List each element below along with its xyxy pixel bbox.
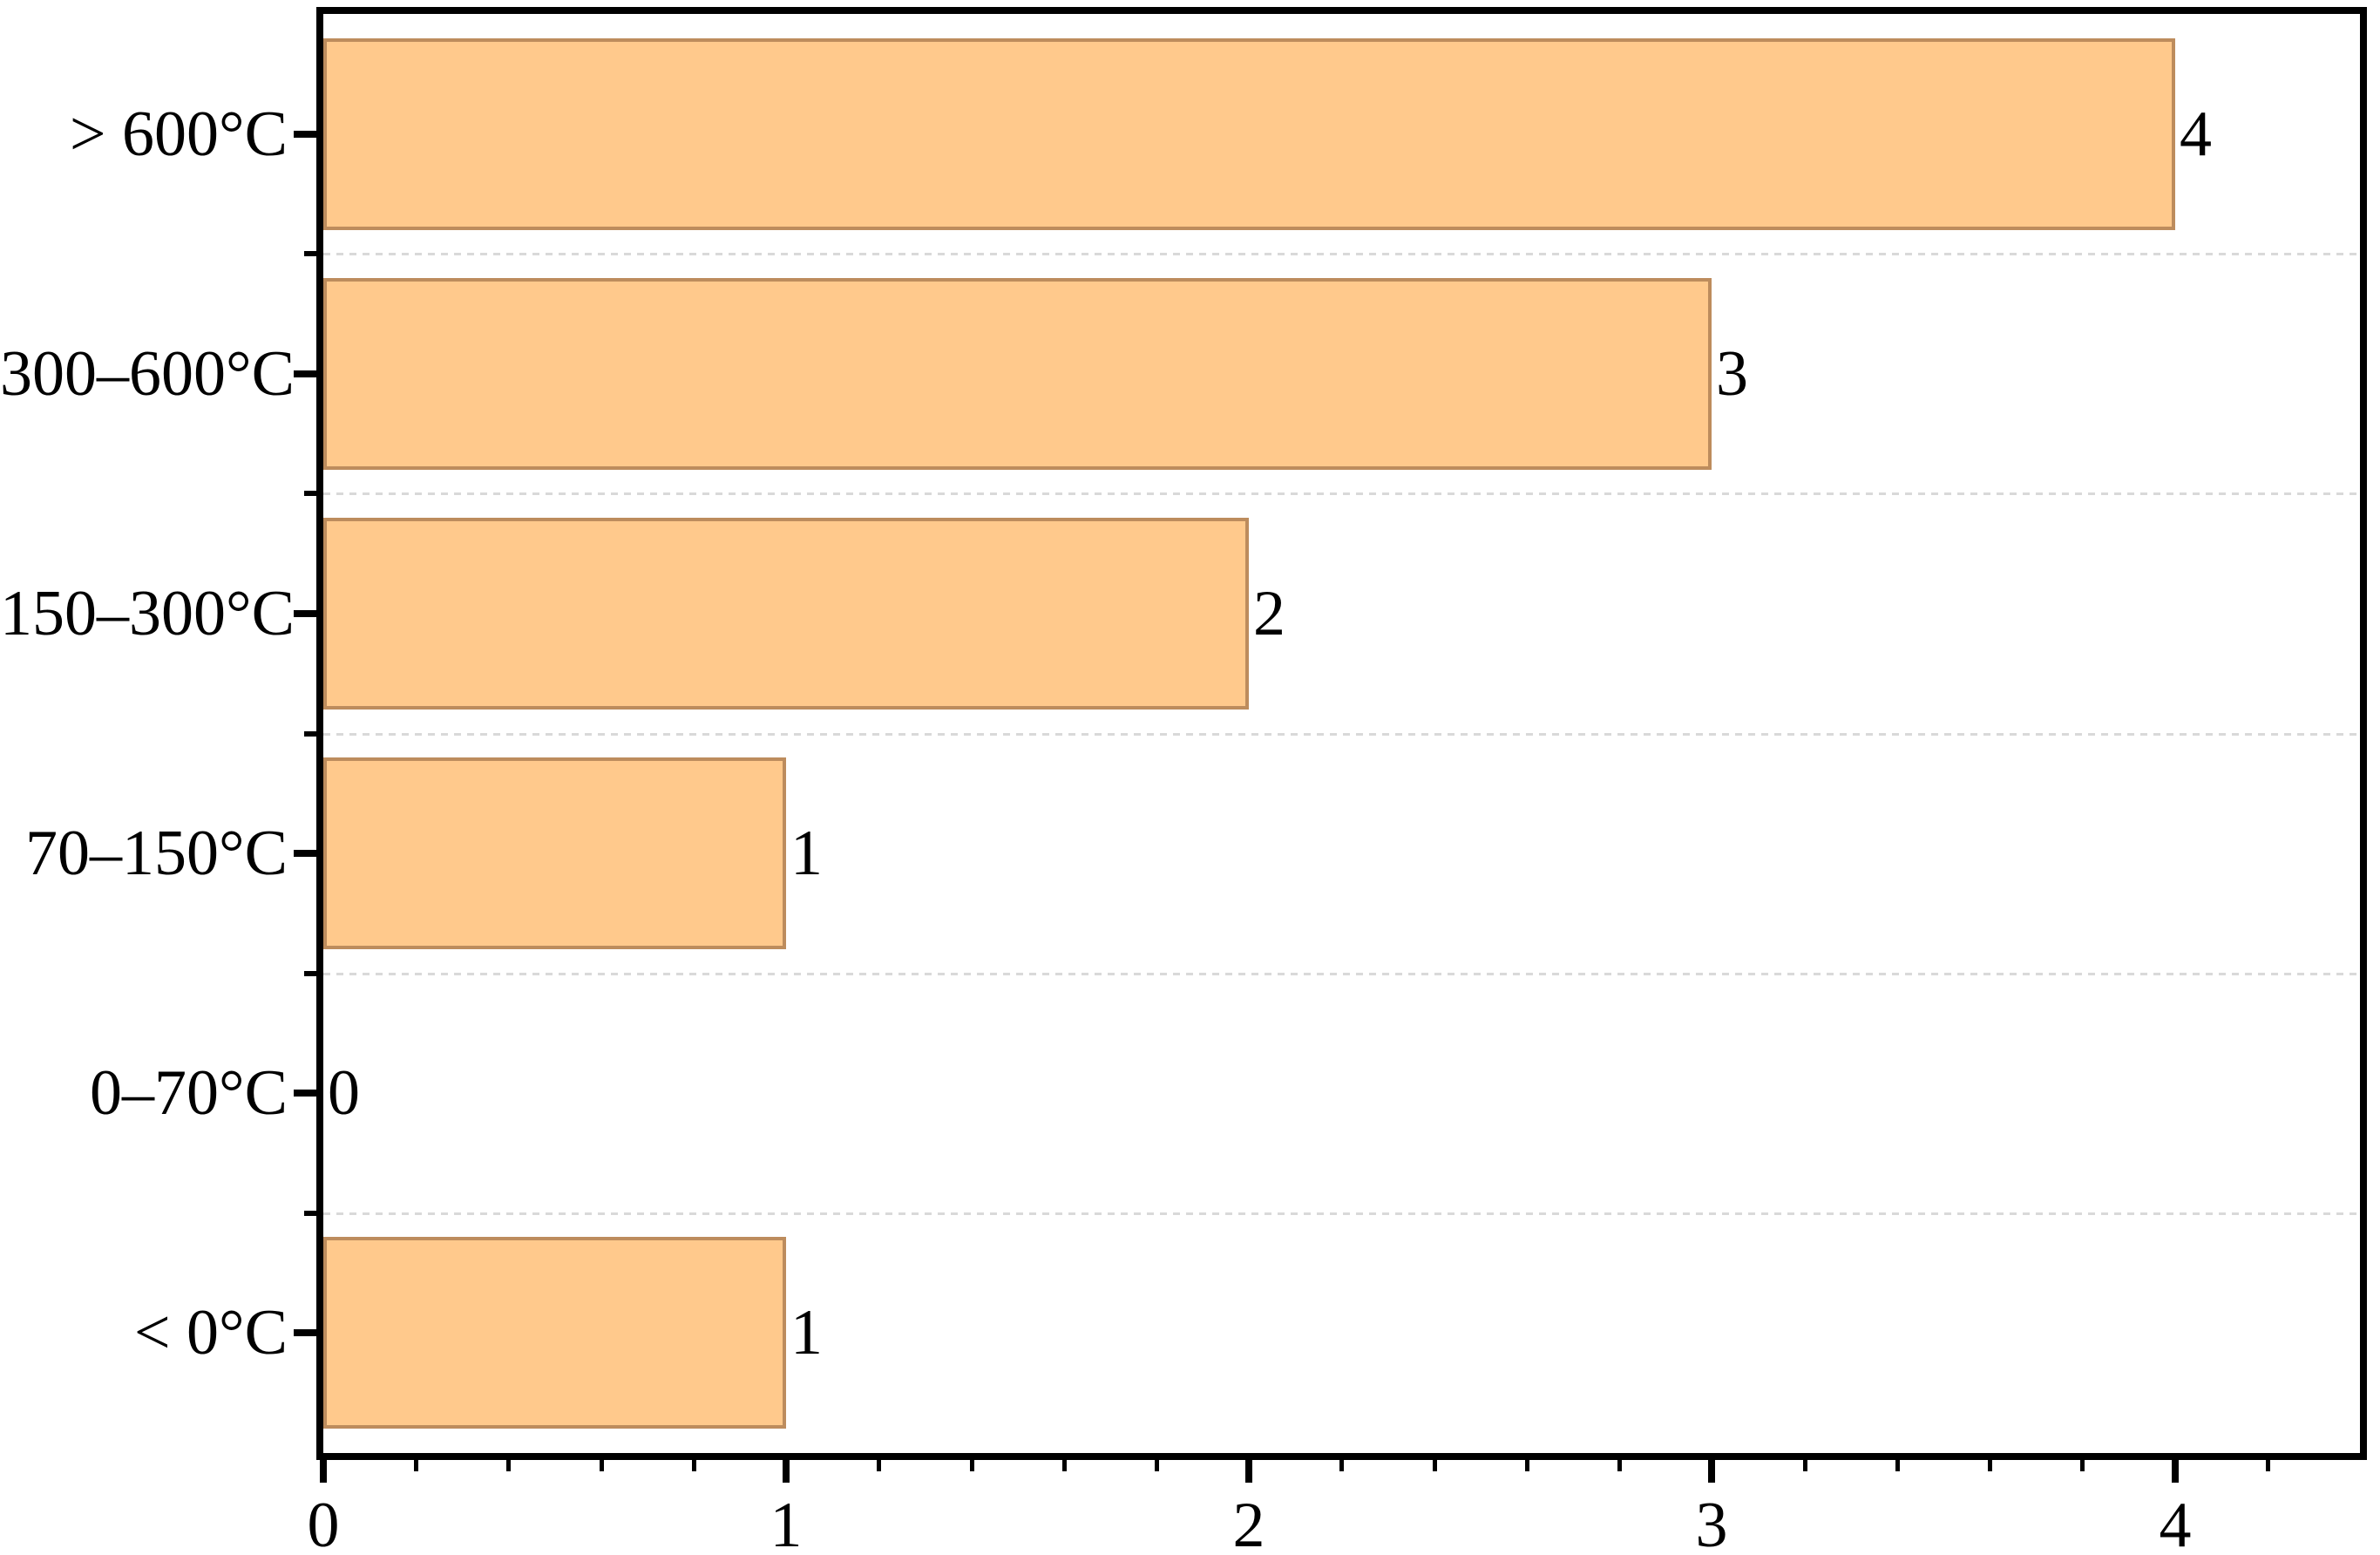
bar [323, 757, 786, 949]
x-minor-tick [970, 1460, 974, 1471]
x-minor-tick [692, 1460, 696, 1471]
gridline [323, 973, 2360, 975]
bar [323, 38, 2175, 230]
gridline [323, 492, 2360, 495]
y-major-tick [294, 1329, 316, 1336]
bar-value-label: 2 [1253, 578, 1285, 649]
x-major-tick [320, 1460, 327, 1483]
bar [323, 278, 1712, 470]
x-tick-label: 2 [1232, 1490, 1265, 1555]
bar-value-label: 1 [790, 1297, 823, 1368]
x-minor-tick [1617, 1460, 1622, 1471]
gridline [323, 1212, 2360, 1215]
x-tick-label: 4 [2159, 1490, 2192, 1555]
x-tick-label: 3 [1695, 1490, 1728, 1555]
x-minor-tick [600, 1460, 604, 1471]
x-minor-tick [1062, 1460, 1067, 1471]
y-minor-tick [304, 251, 316, 256]
x-minor-tick [1803, 1460, 1807, 1471]
x-minor-tick [1155, 1460, 1159, 1471]
y-major-tick [294, 1090, 316, 1097]
x-major-tick [2172, 1460, 2179, 1483]
y-major-tick [294, 131, 316, 138]
y-major-tick [294, 850, 316, 857]
bar [323, 1237, 786, 1429]
y-minor-tick [304, 731, 316, 737]
y-minor-tick [304, 971, 316, 976]
bar-value-label: 3 [1716, 338, 1748, 410]
plot-area [316, 7, 2367, 1460]
x-minor-tick [1988, 1460, 1992, 1471]
y-minor-tick [304, 1211, 316, 1216]
gridline [323, 253, 2360, 255]
bar [323, 518, 1249, 710]
x-minor-tick [877, 1460, 881, 1471]
y-tick-label: 300–600°C [0, 338, 295, 410]
bar-value-label: 1 [790, 818, 823, 889]
x-major-tick [783, 1460, 790, 1483]
bar-value-label: 4 [2180, 98, 2212, 170]
x-tick-label: 1 [770, 1490, 803, 1555]
y-tick-label: 150–300°C [0, 578, 295, 649]
x-minor-tick [506, 1460, 511, 1471]
y-major-tick [294, 370, 316, 377]
x-minor-tick [1433, 1460, 1437, 1471]
x-tick-label: 0 [307, 1490, 340, 1555]
y-tick-label: > 600°C [69, 98, 288, 170]
bar-value-label: 0 [328, 1057, 360, 1129]
gridline [323, 733, 2360, 736]
y-tick-label: 0–70°C [90, 1057, 288, 1129]
y-tick-label: < 0°C [133, 1297, 288, 1368]
x-minor-tick [2266, 1460, 2270, 1471]
y-tick-label: 70–150°C [25, 818, 288, 889]
x-minor-tick [414, 1460, 418, 1471]
y-minor-tick [304, 491, 316, 496]
x-minor-tick [1339, 1460, 1344, 1471]
x-minor-tick [1895, 1460, 1900, 1471]
y-major-tick [294, 610, 316, 617]
x-major-tick [1708, 1460, 1715, 1483]
x-major-tick [1245, 1460, 1252, 1483]
x-minor-tick [2080, 1460, 2085, 1471]
x-minor-tick [1525, 1460, 1529, 1471]
